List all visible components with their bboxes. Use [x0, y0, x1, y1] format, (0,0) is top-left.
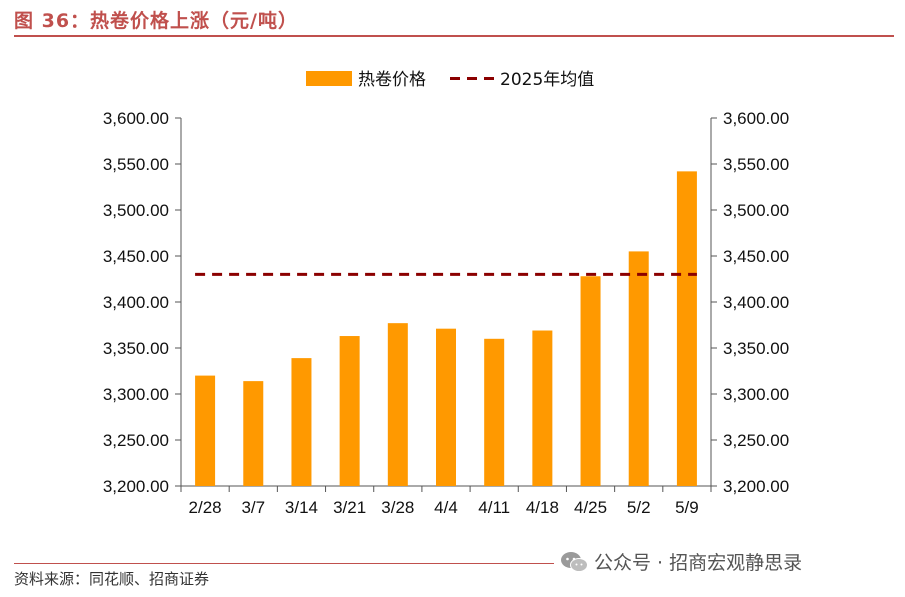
bar: [628, 251, 649, 486]
x-tick-label: 4/18: [526, 498, 559, 517]
bar: [580, 276, 601, 486]
legend-label-bar: 热卷价格: [358, 70, 426, 90]
y-tick-label-right: 3,550.00: [723, 155, 789, 174]
x-tick-label: 5/2: [627, 498, 651, 517]
y-tick-label-left: 3,250.00: [103, 431, 169, 450]
x-tick-label: 3/7: [241, 498, 265, 517]
y-tick-label-left: 3,600.00: [103, 109, 169, 128]
x-tick-label: 4/11: [478, 498, 510, 517]
watermark: 公众号 · 招商宏观静思录: [560, 548, 802, 575]
y-tick-label-left: 3,500.00: [103, 201, 169, 220]
x-tick-label: 2/28: [189, 498, 222, 517]
y-tick-label-right: 3,350.00: [723, 339, 789, 358]
y-tick-label-left: 3,200.00: [103, 477, 169, 496]
y-tick-label-right: 3,450.00: [723, 247, 789, 266]
y-tick-label-right: 3,400.00: [723, 293, 789, 312]
y-tick-label-left: 3,350.00: [103, 339, 169, 358]
x-tick-label: 3/14: [285, 498, 318, 517]
x-tick-label: 4/25: [574, 498, 607, 517]
legend-swatch-bar: [306, 71, 352, 86]
bar: [532, 330, 553, 486]
y-tick-label-left: 3,550.00: [103, 155, 169, 174]
bar: [676, 171, 697, 487]
bar: [387, 323, 408, 486]
bar: [243, 381, 264, 486]
bar: [339, 336, 360, 486]
x-tick-label: 3/21: [333, 498, 366, 517]
bar: [436, 328, 456, 486]
y-tick-label-left: 3,300.00: [103, 385, 169, 404]
y-tick-label-right: 3,600.00: [723, 109, 789, 128]
y-tick-label-right: 3,200.00: [723, 477, 789, 496]
y-tick-label-left: 3,450.00: [103, 247, 169, 266]
bar: [291, 358, 312, 486]
footer-divider: [14, 563, 554, 564]
y-tick-label-right: 3,300.00: [723, 385, 789, 404]
y-tick-label-right: 3,500.00: [723, 201, 789, 220]
title-divider: [14, 35, 894, 37]
y-tick-label-right: 3,250.00: [723, 431, 789, 450]
figure-title: 图 36：热卷价格上涨（元/吨）: [14, 10, 298, 32]
source-note: 资料来源：同花顺、招商证券: [14, 570, 210, 588]
bar: [195, 375, 216, 486]
x-tick-label: 3/28: [381, 498, 414, 517]
y-tick-label-left: 3,400.00: [103, 293, 169, 312]
bar: [484, 338, 505, 486]
x-tick-label: 4/4: [434, 498, 458, 517]
watermark-text: 公众号 · 招商宏观静思录: [594, 552, 803, 574]
legend-label-line: 2025年均值: [500, 70, 594, 90]
wechat-icon: [561, 551, 588, 572]
x-tick-label: 5/9: [675, 498, 699, 517]
